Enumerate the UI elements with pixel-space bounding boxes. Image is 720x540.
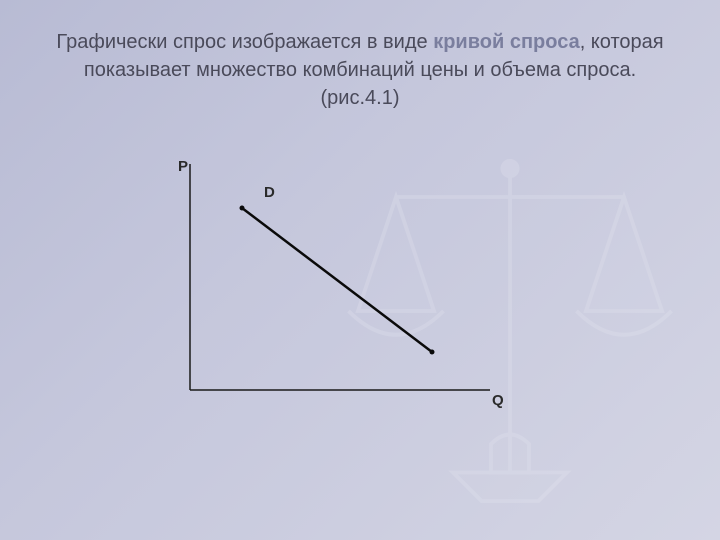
title-part1: Графически спрос изображается в виде [56, 31, 433, 53]
title-emphasis: кривой спроса [433, 31, 579, 53]
x-axis-label: Q [492, 392, 504, 409]
demand-curve-chart: P D Q [170, 160, 510, 440]
chart-svg [170, 160, 510, 440]
curve-start-marker [240, 206, 245, 211]
curve-end-marker [430, 350, 435, 355]
page-title: Графически спрос изображается в виде кри… [0, 0, 720, 112]
demand-curve-line [242, 208, 432, 352]
y-axis-label: P [178, 158, 188, 175]
curve-label: D [264, 184, 275, 201]
